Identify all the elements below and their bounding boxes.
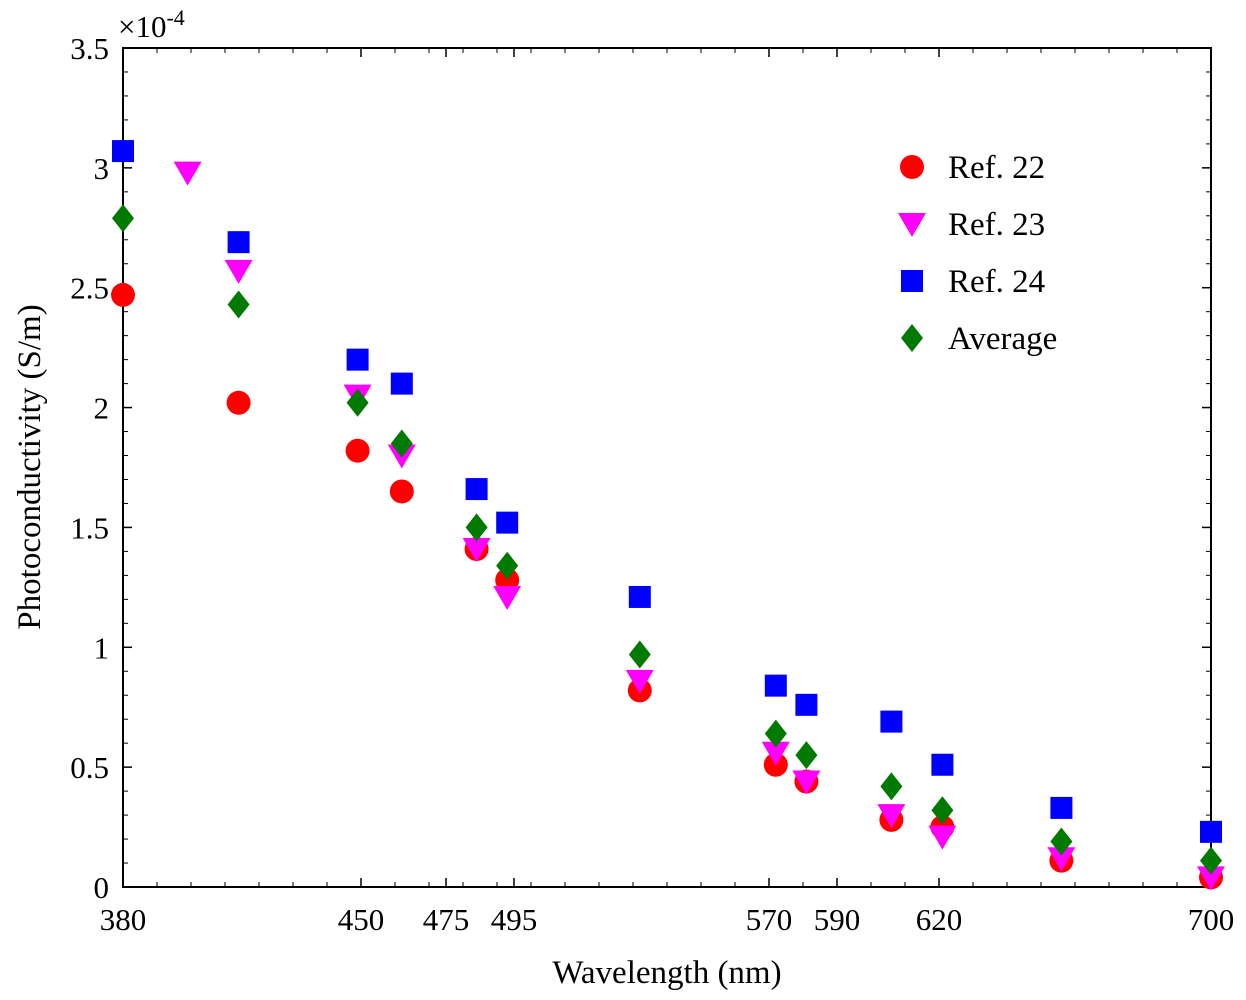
- series-ref-24: [112, 140, 1222, 843]
- data-point: [111, 282, 135, 307]
- data-point: [761, 741, 790, 766]
- data-point: [1050, 796, 1073, 819]
- legend-marker: [900, 155, 924, 179]
- x-axis-title: Wavelength (nm): [552, 955, 781, 991]
- data-point: [628, 585, 651, 608]
- data-point: [493, 585, 522, 610]
- plot-frame: [122, 47, 1212, 888]
- y-tick-label: 2: [94, 391, 110, 426]
- x-tick-label: 590: [814, 902, 861, 937]
- y-axis-multiplier: ×10-4: [118, 5, 185, 44]
- y-tick-label: 2.5: [70, 271, 109, 306]
- y-tick-label: 1: [94, 630, 110, 665]
- data-point: [390, 372, 413, 395]
- legend-marker: [898, 213, 926, 237]
- legend: Ref. 22 Ref. 23 Ref. 24 Average: [898, 150, 1057, 357]
- data-point: [628, 640, 651, 669]
- legend-label: Ref. 24: [948, 264, 1045, 300]
- y-tick-label: 1.5: [70, 510, 109, 545]
- series-average: [112, 204, 1222, 875]
- x-tick-label: 495: [491, 902, 538, 937]
- legend-marker: [901, 324, 923, 352]
- x-tick-label: 450: [338, 902, 385, 937]
- y-tick-label: 0: [94, 870, 110, 905]
- data-point: [112, 204, 134, 233]
- data-point: [931, 753, 954, 776]
- data-point: [390, 429, 413, 458]
- data-point: [764, 719, 787, 748]
- data-point: [462, 538, 491, 563]
- data-point: [465, 478, 488, 501]
- data-point: [880, 772, 903, 801]
- data-points: [111, 140, 1225, 891]
- data-point: [227, 231, 250, 254]
- data-point: [764, 674, 787, 697]
- y-tick-label: 0.5: [70, 750, 109, 785]
- data-point: [345, 438, 370, 463]
- data-point: [880, 710, 903, 733]
- data-point: [1047, 847, 1076, 872]
- data-point: [931, 796, 954, 825]
- data-point: [877, 804, 906, 829]
- y-tick-label: 3: [94, 151, 110, 186]
- data-point: [389, 479, 414, 504]
- x-tick-label: 700: [1188, 902, 1235, 937]
- series-ref-23: [173, 161, 1225, 891]
- legend-label: Ref. 22: [948, 150, 1045, 186]
- data-point: [346, 388, 369, 417]
- data-point: [1200, 846, 1222, 875]
- x-tick-label: 620: [916, 902, 963, 937]
- tick-labels: 380 450 475 495 570 590 620 700 0 0.5 1 1.5 2 2.5 3 3.5: [70, 31, 1234, 937]
- data-point: [795, 741, 818, 770]
- data-point: [224, 259, 253, 284]
- x-tick-label: 570: [746, 902, 793, 937]
- data-point: [465, 513, 488, 542]
- x-tick-label: 475: [423, 902, 470, 937]
- axis-ticks: [122, 47, 1212, 888]
- data-point: [173, 161, 202, 186]
- data-point: [795, 693, 818, 716]
- legend-label: Ref. 23: [948, 207, 1045, 243]
- data-point: [227, 290, 250, 319]
- legend-marker: [901, 270, 923, 292]
- data-point: [1197, 866, 1225, 891]
- x-tick-label: 380: [100, 902, 147, 937]
- data-point: [496, 551, 519, 580]
- y-tick-label: 3.5: [70, 31, 109, 66]
- data-point: [226, 390, 251, 415]
- data-point: [346, 348, 369, 371]
- legend-label: Average: [948, 321, 1057, 357]
- data-point: [1050, 827, 1073, 856]
- data-point: [928, 825, 957, 850]
- data-point: [625, 669, 654, 694]
- data-point: [496, 511, 519, 534]
- data-point: [792, 770, 821, 795]
- y-axis-title: Photoconductivity (S/m): [12, 304, 48, 629]
- data-point: [112, 140, 134, 163]
- data-point: [1200, 820, 1222, 843]
